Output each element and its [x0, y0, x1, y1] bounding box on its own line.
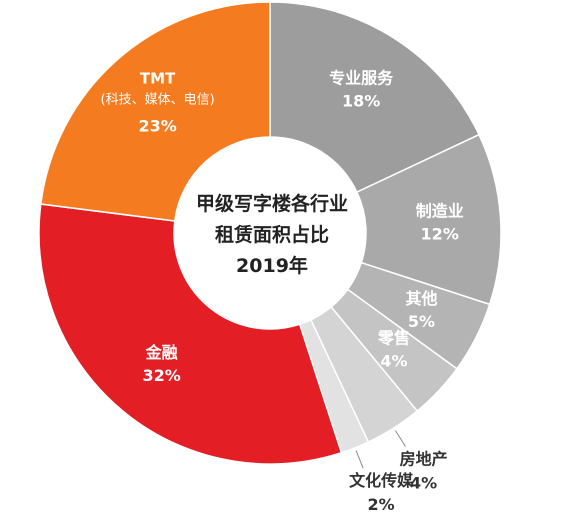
slice-label-name: 其他: [405, 289, 437, 308]
slice-label-name: TMT: [140, 70, 176, 88]
slice-6: [38, 203, 343, 465]
slice-label-value: 5%: [408, 312, 435, 331]
slice-label-value: 4%: [380, 351, 407, 370]
slice-0: [269, 1, 481, 194]
slice-label-value: 12%: [421, 224, 459, 243]
slice-label-value: 18%: [342, 92, 380, 111]
slice-1: [355, 133, 502, 306]
slice-label-value: 4%: [410, 474, 437, 493]
slice-label-name: 房地产: [400, 450, 448, 469]
slice-7: [39, 1, 271, 222]
center-title-line-1: 甲级写字楼各行业: [196, 192, 348, 215]
leader-line: [394, 430, 407, 447]
leader-line: [355, 450, 364, 469]
center-title-line-3: 2019年: [236, 254, 308, 277]
slice-label-subtitle: (科技、媒体、电信): [101, 93, 215, 108]
slice-label-group: 专业服务18%制造业12%其他5%零售4%房地产4%文化传媒2%金融32%TMT…: [101, 69, 464, 515]
slice-label-name: 金融: [145, 343, 178, 362]
slice-label-value: 2%: [368, 495, 395, 514]
slice-label-name: 专业服务: [329, 69, 394, 88]
slice-label-value: 23%: [138, 117, 176, 136]
leader-line-group: [355, 430, 407, 469]
center-title: 甲级写字楼各行业 租赁面积占比 2019年: [196, 192, 348, 277]
slice-group: [38, 1, 502, 465]
slice-label-name: 零售: [377, 328, 410, 347]
slice-label-value: 32%: [142, 366, 180, 385]
slice-label-name: 制造业: [416, 201, 464, 220]
center-title-line-2: 租赁面积占比: [215, 223, 329, 246]
slice-label-name: 文化传媒: [349, 471, 414, 490]
